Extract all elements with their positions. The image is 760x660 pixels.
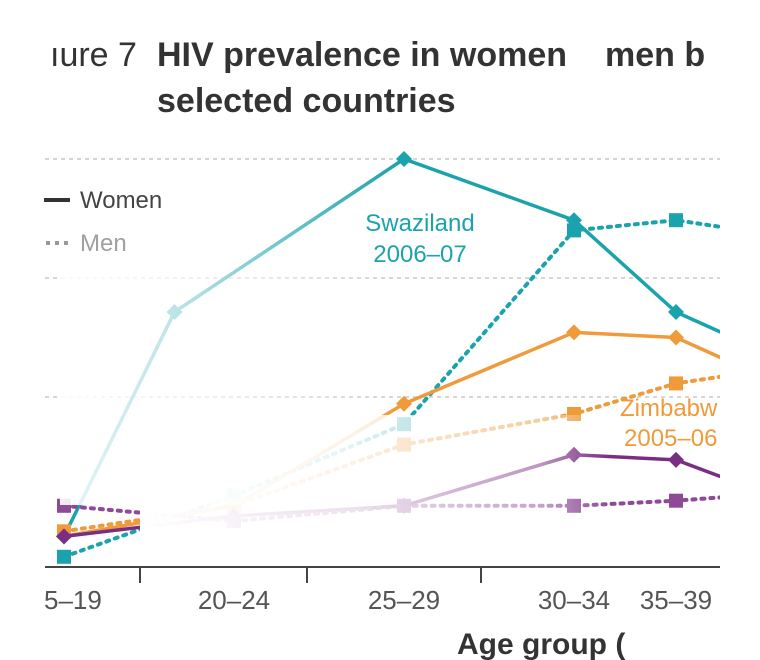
x-tick-labels: 5–19 20–24 25–29 30–34 35–39 (44, 585, 712, 615)
data-point (668, 329, 684, 346)
fade-overlay-bottom (140, 415, 610, 573)
x-tick-label: 20–24 (198, 585, 270, 615)
x-tick-label: 35–39 (640, 585, 712, 615)
data-point (668, 451, 684, 468)
x-tick-label: 30–34 (538, 585, 610, 615)
chart-title-line1: HIV prevalence in women (157, 36, 567, 74)
x-tick-label: 5–19 (44, 585, 102, 615)
x-axis-ticks (139, 567, 482, 583)
data-point (668, 304, 684, 320)
x-axis-label: Age group ( (457, 628, 625, 660)
data-point (57, 549, 71, 564)
legend: Women Men (44, 187, 162, 257)
legend-men-label: Men (80, 230, 127, 257)
annotation-swaziland-year: 2006–07 (373, 241, 466, 268)
x-tick-label: 25–29 (368, 585, 440, 615)
series-line (62, 218, 746, 559)
annotation-swaziland-name: Swaziland (365, 210, 474, 237)
series-layer (56, 130, 760, 590)
data-point (567, 223, 581, 238)
data-point (56, 528, 72, 545)
data-point (566, 324, 582, 341)
data-point (669, 493, 683, 508)
data-point (669, 213, 683, 228)
figure-label: ıure 7 (50, 36, 137, 74)
chart-title-line2: selected countries (157, 82, 456, 120)
annotation-zimbabwe-name: Zimbabw (620, 395, 718, 422)
right-clip (720, 130, 760, 590)
annotation-zimbabwe-year: 2005–06 (624, 425, 717, 452)
legend-women-label: Women (80, 187, 162, 214)
data-point (669, 376, 683, 391)
chart-title-fragment: men b (605, 36, 705, 74)
